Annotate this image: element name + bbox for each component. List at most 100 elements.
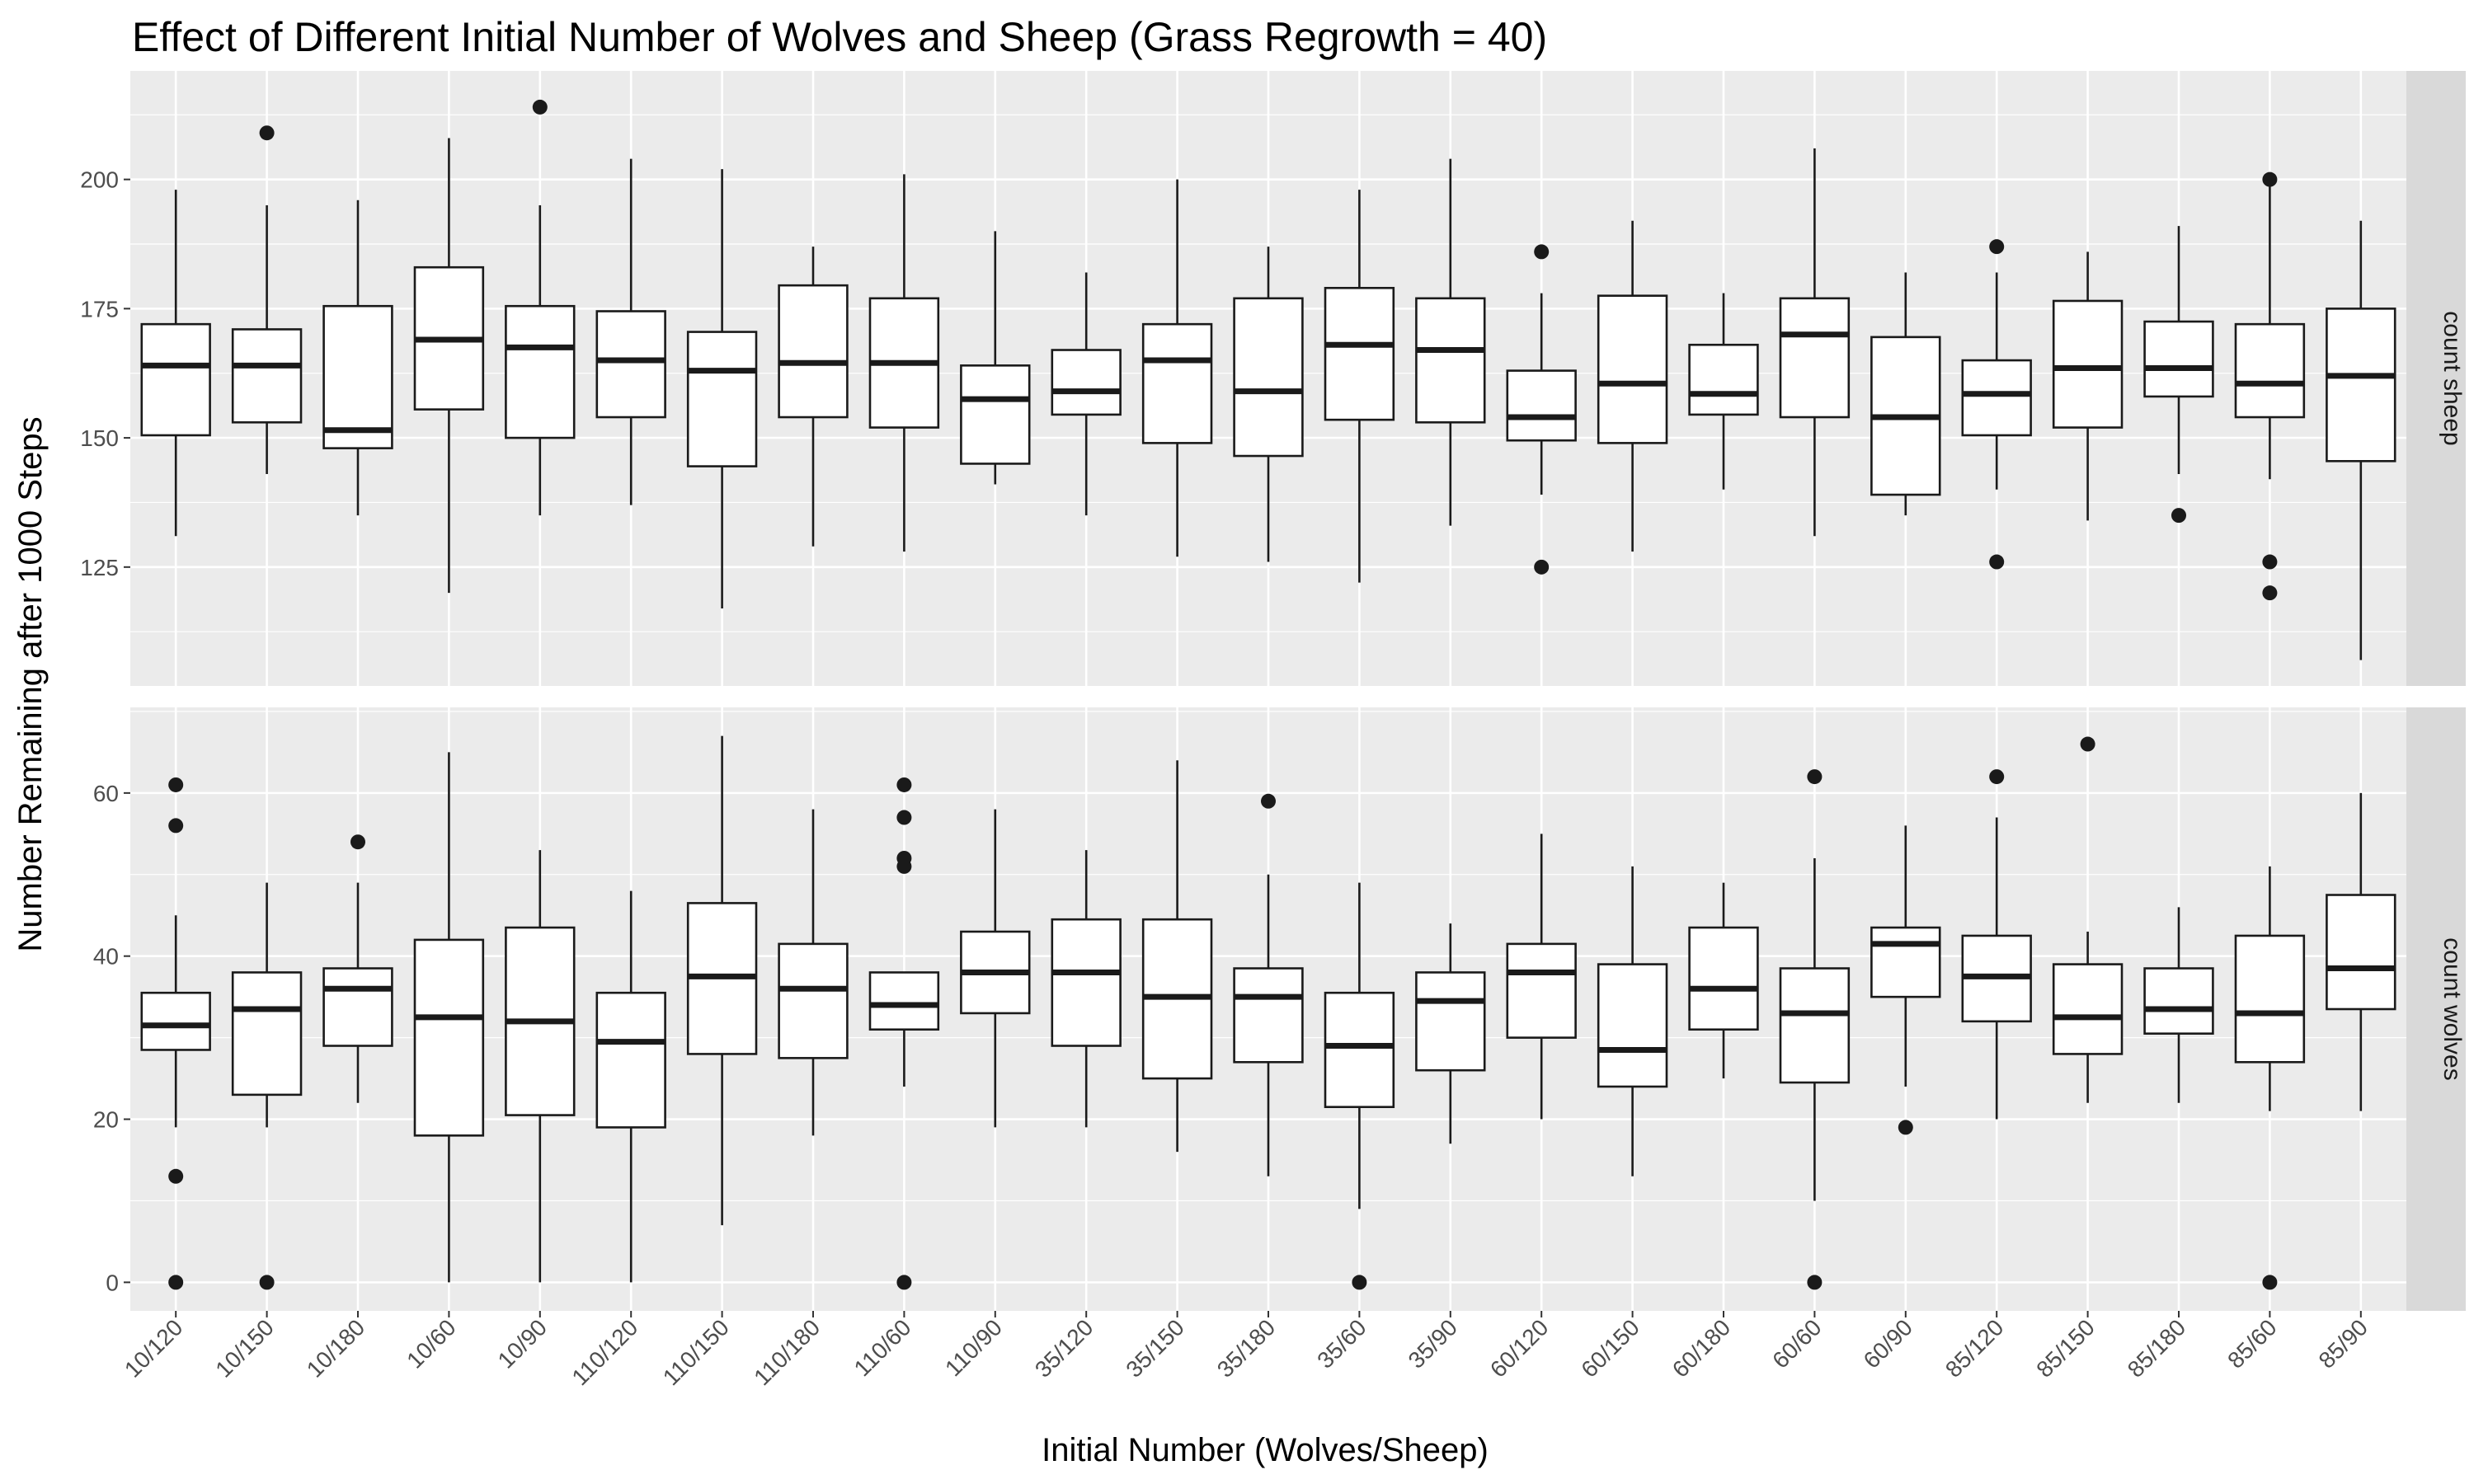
outlier-point	[532, 99, 548, 115]
box-iqr	[1141, 322, 1213, 444]
facet-strip-label: count sheep	[2439, 311, 2466, 445]
box-110/60	[868, 174, 940, 552]
box-10/150	[231, 125, 303, 474]
x-tick-label: 35/180	[1212, 1314, 1280, 1382]
x-tick-label: 85/150	[2031, 1314, 2099, 1382]
box-85/120	[1961, 769, 2032, 1120]
box-35/180	[1233, 247, 1304, 562]
box-iqr	[231, 971, 303, 1097]
box-iqr	[1415, 297, 1486, 424]
box-10/60	[413, 138, 485, 594]
outlier-point	[259, 125, 275, 141]
box-85/60	[2234, 866, 2306, 1290]
box-iqr	[1597, 294, 1668, 444]
outlier-point	[2171, 508, 2186, 524]
box-110/120	[595, 890, 666, 1283]
box-iqr	[2326, 894, 2396, 1011]
outlier-point	[1898, 1120, 1913, 1135]
x-tick-label: 35/90	[1404, 1314, 1462, 1373]
box-10/60	[413, 752, 485, 1283]
x-tick-label: 60/120	[1485, 1314, 1553, 1382]
outlier-point	[1534, 559, 1550, 575]
y-tick-label: 150	[80, 425, 119, 451]
box-85/90	[2326, 220, 2396, 660]
box-110/180	[778, 247, 849, 547]
box-iqr	[595, 310, 666, 419]
facet-strip	[2406, 71, 2466, 686]
box-iqr	[868, 971, 940, 1031]
x-tick-label: 85/60	[2222, 1314, 2281, 1373]
facet-strip-label: count wolves	[2439, 937, 2466, 1080]
box-iqr	[2143, 320, 2214, 398]
box-iqr	[413, 938, 485, 1137]
box-85/60	[2234, 171, 2306, 601]
facet-panel-wolves: 0 20 40 60 count wolves	[93, 707, 2466, 1311]
y-tick-label: 40	[93, 944, 119, 970]
y-axis-title: Number Remaining after 1000 Steps	[12, 416, 49, 951]
box-110/120	[595, 158, 666, 505]
x-tick-label: 110/60	[849, 1314, 916, 1381]
box-10/90	[505, 99, 576, 516]
box-60/120	[1506, 244, 1577, 575]
outlier-point	[1807, 769, 1823, 785]
outlier-point	[1989, 239, 2005, 255]
box-iqr	[1233, 967, 1304, 1064]
box-iqr	[2234, 322, 2306, 419]
box-35/90	[1415, 923, 1486, 1144]
outlier-point	[168, 777, 184, 792]
x-tick-label: 60/150	[1576, 1314, 1644, 1382]
x-tick-label: 10/60	[402, 1314, 460, 1373]
box-iqr	[1597, 963, 1668, 1088]
box-iqr	[1506, 942, 1577, 1039]
outlier-point	[896, 810, 912, 825]
outlier-point	[168, 818, 184, 834]
y-tick-label: 0	[106, 1270, 119, 1295]
box-iqr	[1688, 926, 1759, 1031]
outlier-point	[2262, 554, 2278, 570]
box-10/120	[140, 777, 211, 1290]
box-35/60	[1324, 882, 1395, 1290]
outlier-point	[1989, 554, 2005, 570]
box-85/90	[2326, 792, 2396, 1111]
box-iqr	[231, 328, 303, 424]
outlier-point	[896, 777, 912, 792]
y-tick-label: 200	[80, 167, 119, 193]
box-10/180	[322, 834, 393, 1103]
box-iqr	[505, 304, 576, 439]
x-tick-label: 110/120	[567, 1314, 642, 1390]
box-iqr	[2234, 934, 2306, 1064]
x-tick-label: 10/120	[120, 1314, 187, 1382]
box-iqr	[1961, 359, 2032, 437]
box-iqr	[140, 991, 211, 1051]
box-iqr	[1870, 926, 1941, 998]
box-iqr	[1779, 967, 1851, 1084]
box-iqr	[1051, 918, 1122, 1047]
box-iqr	[2052, 299, 2124, 429]
box-iqr	[1324, 991, 1395, 1109]
box-110/90	[960, 809, 1031, 1128]
box-iqr	[1324, 286, 1395, 421]
box-iqr	[686, 331, 758, 467]
box-iqr	[322, 967, 393, 1047]
box-iqr	[1506, 369, 1577, 442]
box-iqr	[960, 364, 1031, 465]
x-tick-label: 110/90	[940, 1314, 1007, 1381]
box-35/150	[1141, 179, 1213, 557]
box-85/150	[2052, 736, 2124, 1103]
outlier-point	[168, 1275, 184, 1290]
box-85/180	[2143, 907, 2214, 1103]
box-iqr	[1779, 297, 1851, 419]
box-60/60	[1779, 148, 1851, 537]
box-85/150	[2052, 251, 2124, 521]
box-10/90	[505, 850, 576, 1283]
box-60/60	[1779, 769, 1851, 1290]
y-tick-label: 125	[80, 555, 119, 580]
box-110/150	[686, 735, 758, 1226]
outlier-point	[896, 851, 912, 866]
chart-title: Effect of Different Initial Number of Wo…	[132, 14, 1547, 60]
box-85/120	[1961, 239, 2032, 570]
box-35/60	[1324, 190, 1395, 583]
outlier-point	[1261, 793, 1276, 809]
box-10/120	[140, 190, 211, 537]
box-60/150	[1597, 220, 1668, 552]
